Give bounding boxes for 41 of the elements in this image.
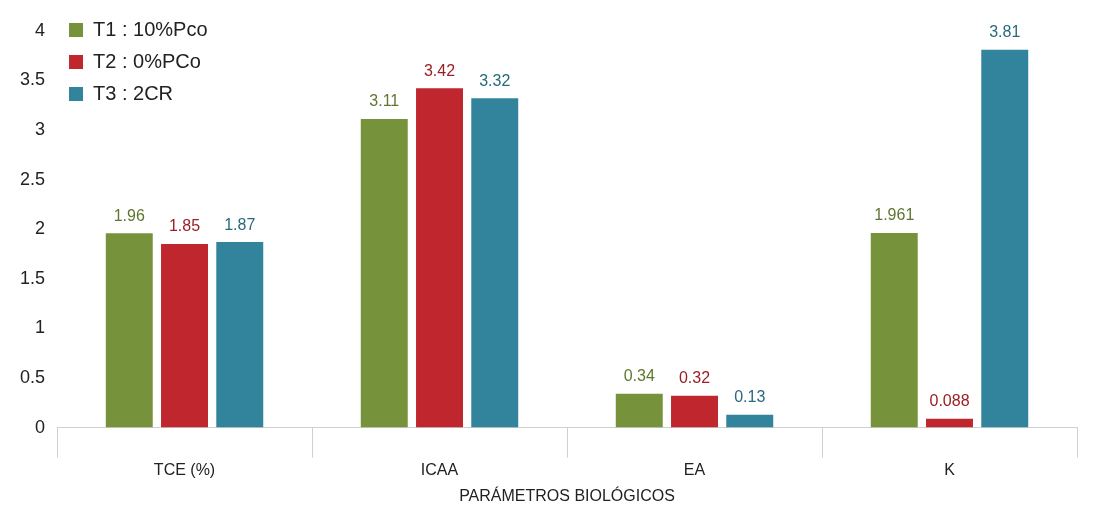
legend-label: T1 : 10%Pco [93, 17, 208, 40]
x-axis-title: PARÁMETROS BIOLÓGICOS [459, 485, 675, 504]
bar [726, 414, 774, 428]
y-tick-label: 3.5 [19, 69, 46, 90]
data-label: 1.961 [874, 206, 915, 224]
bar [671, 395, 718, 428]
y-tick-label: 0 [35, 416, 46, 437]
y-tick-label: 2 [35, 218, 46, 239]
y-tick-label: 0.5 [19, 366, 46, 387]
bar [615, 393, 663, 428]
data-label: 1.96 [113, 206, 145, 224]
bar [161, 244, 208, 428]
x-tick-label: TCE (%) [153, 460, 216, 478]
y-tick-label: 1.5 [19, 267, 46, 288]
data-label: 0.34 [623, 367, 655, 385]
x-tick-label: ICAA [420, 460, 459, 478]
data-label: 1.87 [224, 215, 256, 233]
data-label: 3.11 [369, 92, 400, 110]
y-tick-label: 3 [35, 118, 46, 139]
legend-label: T2 : 0%PCo [93, 49, 201, 72]
bar [926, 418, 973, 428]
data-label: 3.81 [989, 23, 1021, 41]
bar [416, 88, 463, 428]
data-label: 0.13 [734, 388, 766, 406]
data-label: 0.088 [929, 392, 970, 410]
bar [471, 98, 519, 428]
y-tick-label: 2.5 [19, 168, 46, 189]
y-tick-label: 1 [35, 317, 46, 338]
data-label: 1.85 [168, 217, 201, 235]
bar [105, 233, 153, 428]
x-tick-label: EA [683, 460, 706, 478]
bar [981, 49, 1029, 428]
data-label: 3.42 [423, 61, 456, 79]
bar [360, 119, 408, 428]
data-label: 0.32 [678, 369, 711, 387]
y-tick-label: 4 [35, 19, 46, 40]
legend-label: T3 : 2CR [93, 81, 174, 104]
bar [216, 242, 264, 428]
data-label: 3.32 [479, 71, 511, 89]
bar [870, 233, 918, 428]
x-tick-label: K [944, 460, 956, 478]
